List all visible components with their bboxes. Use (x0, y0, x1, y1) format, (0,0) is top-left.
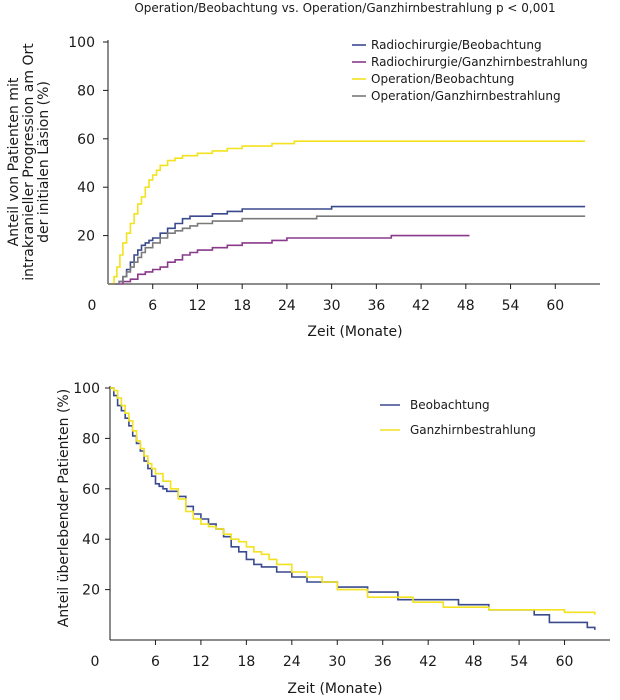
legend-label: Operation/Ganzhirnbestrahlung (371, 89, 561, 103)
y-axis-label-line: der initialen Läsion (%) (36, 81, 52, 243)
x-tick-label: 18 (233, 298, 251, 314)
chart1-axes: 100 80 60 40 20 0 6 12 18 24 30 36 42 48 54 60 (68, 35, 600, 314)
legend-label: Radiochirurgie/Ganzhirnbestrahlung (371, 55, 588, 69)
chart2-ylabel: Anteil überlebender Patienten (%) (56, 389, 72, 627)
x-tick-label: 30 (323, 298, 341, 314)
series-line-radiochirurgie-beobachtung (108, 205, 586, 285)
y-tick-label: 40 (82, 532, 100, 548)
x-tick-label: 12 (192, 654, 210, 670)
x-tick-label: 36 (367, 298, 385, 314)
y-tick-label: 80 (77, 83, 95, 99)
y-tick-label: 100 (68, 35, 95, 51)
legend-label: Ganzhirnbestrahlung (410, 423, 536, 437)
chart1-xlabel: Zeit (Monate) (307, 324, 402, 340)
x-tick-label: 6 (148, 298, 157, 314)
y-tick-label: 40 (77, 180, 95, 196)
x-tick-label: 6 (151, 654, 160, 670)
x-tick-label: 48 (457, 298, 475, 314)
x-tick-label: 54 (510, 654, 528, 670)
x-tick-label: 18 (237, 654, 255, 670)
x-tick-label: 42 (412, 298, 430, 314)
chart1-series (108, 140, 586, 285)
x-tick-label: 48 (465, 654, 483, 670)
y-tick-label: 80 (82, 431, 100, 447)
legend-label: Beobachtung (410, 398, 490, 412)
survival-chart: 100 80 60 40 20 0 6 12 18 24 30 36 42 48 54 60 Anteil ü… (56, 381, 610, 697)
chart2-legend: Beobachtung Ganzhirnbestrahlung (380, 398, 536, 437)
x-tick-label: 0 (88, 298, 97, 314)
x-tick-label: 60 (556, 654, 574, 670)
y-tick-label: 60 (77, 132, 95, 148)
x-tick-label: 24 (278, 298, 296, 314)
x-tick-label: 60 (546, 298, 564, 314)
chart2-xlabel: Zeit (Monate) (287, 681, 382, 697)
chart1-ylabel: Anteil von Patienten mit intrakranieller … (6, 43, 52, 281)
x-tick-label: 36 (374, 654, 392, 670)
y-tick-label: 20 (77, 229, 95, 245)
y-tick-label: 100 (73, 381, 100, 397)
x-tick-label: 24 (283, 654, 301, 670)
chart2-series (110, 387, 596, 630)
chart2-axes: 100 80 60 40 20 0 6 12 18 24 30 36 42 48 54 60 (73, 381, 610, 670)
y-tick-label: 60 (82, 482, 100, 498)
series-line-operation-beobachtung (108, 140, 586, 285)
series-line-operation-ganzhirnbestrahlung (108, 215, 586, 285)
figure-title: Operation/Beobachtung vs. Operation/Ganz… (134, 1, 555, 15)
x-tick-label: 54 (502, 298, 520, 314)
x-tick-label: 0 (91, 654, 100, 670)
y-axis-label-line: intrakranieller Progression am Ort (21, 43, 37, 281)
series-line-ganzhirnbestrahlung (110, 387, 596, 615)
y-axis-label-line: Anteil von Patienten mit (6, 77, 22, 246)
legend-label: Radiochirurgie/Beobachtung (371, 38, 542, 52)
progression-chart: 100 80 60 40 20 0 6 12 18 24 30 36 42 48 54 60 Anteil v… (6, 35, 600, 340)
series-line-radiochirurgie-ganzhirnbestrahlung (108, 234, 470, 285)
y-tick-label: 20 (82, 583, 100, 599)
x-tick-label: 42 (419, 654, 437, 670)
x-tick-label: 12 (189, 298, 207, 314)
chart1-legend: Radiochirurgie/Beobachtung Radiochirurgie… (352, 38, 588, 103)
legend-label: Operation/Beobachtung (371, 72, 514, 86)
x-tick-label: 30 (328, 654, 346, 670)
